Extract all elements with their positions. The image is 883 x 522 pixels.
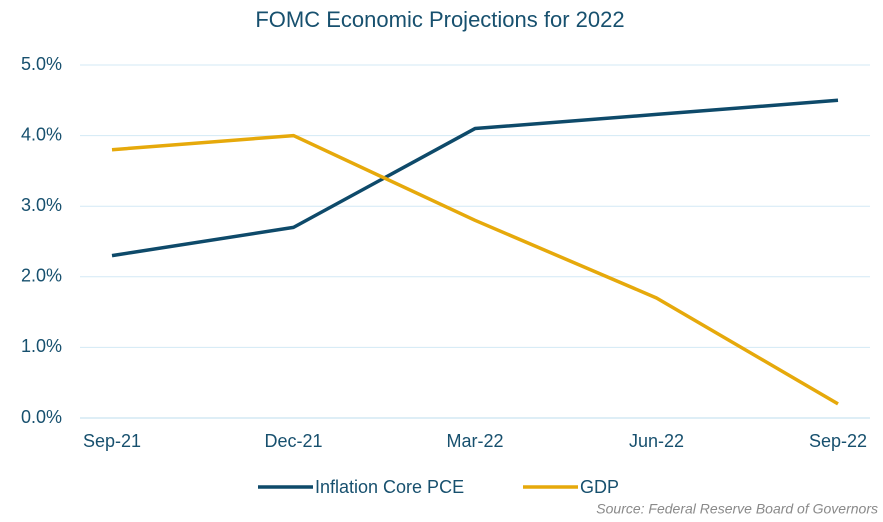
x-tick-label: Sep-22: [809, 431, 867, 451]
y-tick-label: 5.0%: [21, 54, 62, 74]
y-tick-label: 4.0%: [21, 124, 62, 144]
source: Source: Federal Reserve Board of Governo…: [596, 501, 878, 517]
x-tick-label: Jun-22: [629, 431, 684, 451]
legend-label: Inflation Core PCE: [315, 477, 464, 497]
y-tick-label: 0.0%: [21, 407, 62, 427]
y-tick-label: 3.0%: [21, 195, 62, 215]
series-line: [111, 98, 839, 258]
y-tick-label: 2.0%: [21, 266, 62, 286]
chart-title: FOMC Economic Projections for 2022: [255, 7, 624, 32]
x-tick-label: Dec-21: [264, 431, 322, 451]
x-tick-label: Mar-22: [446, 431, 503, 451]
y-tick-label: 1.0%: [21, 336, 62, 356]
x-tick-label: Sep-21: [83, 431, 141, 451]
legend-label: GDP: [580, 477, 619, 497]
series-line: [111, 133, 839, 406]
